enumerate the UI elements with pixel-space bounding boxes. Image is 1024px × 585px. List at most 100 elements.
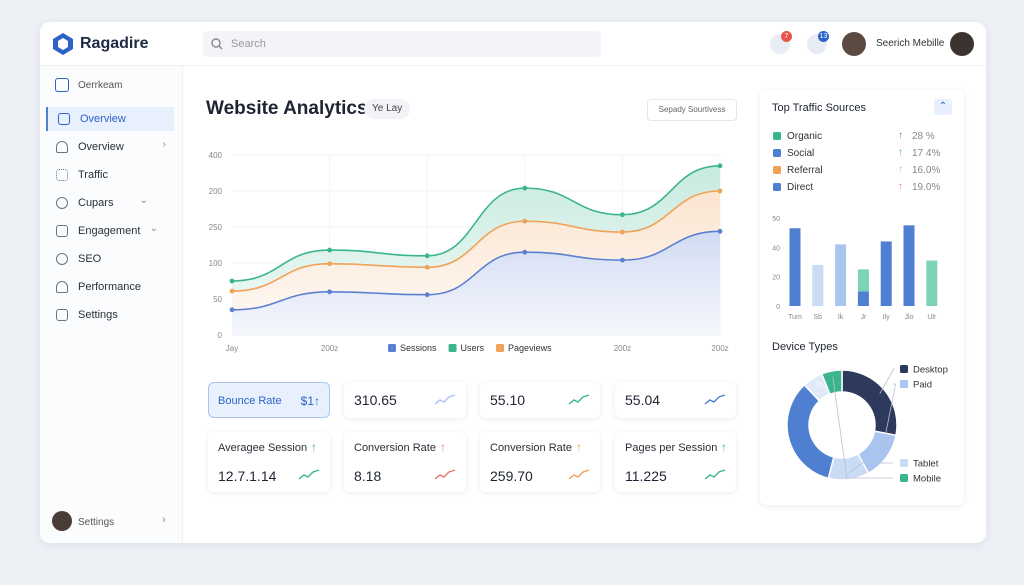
leader-line [881, 383, 897, 454]
nav-label: Overview [78, 141, 124, 153]
legend-label: Users [461, 343, 485, 353]
notification-button[interactable]: 7 [770, 31, 792, 54]
nav-item[interactable]: Traffic [46, 163, 174, 187]
leader-line [847, 462, 893, 474]
y-tick-label: 250 [209, 223, 223, 232]
legend-label: Sessions [400, 343, 437, 353]
x-tick-label: Jr [860, 314, 867, 321]
stat-card[interactable]: Conversion Rate ↑ 259.70 [480, 432, 600, 492]
avatar[interactable] [950, 32, 974, 56]
section-label: Oerrkeam [78, 80, 123, 91]
x-tick-label: Jay [226, 344, 238, 353]
donut-chart: Desktop Paid Tablet Mobile 7¼ [786, 365, 948, 485]
bar-chart: 0 20 40 50 Tum Sb Ik Jr Ily Jlo Ulr [772, 216, 938, 321]
nav-item[interactable]: Performance [46, 275, 174, 299]
source-change: 16.0% [912, 165, 941, 176]
legend-label: Paid [913, 380, 932, 391]
trend-arrow: ↑ [898, 181, 903, 192]
bar [789, 228, 801, 306]
bar [903, 225, 915, 306]
nav-item[interactable]: Settings [46, 303, 174, 327]
stat-value: 55.10 [490, 392, 526, 408]
stat-value: 11.225 [625, 468, 667, 484]
avatar[interactable] [842, 32, 866, 56]
nav-item[interactable]: Overview › [46, 135, 174, 159]
point [522, 249, 528, 255]
nav-item[interactable]: Engagement ⌄ [46, 219, 174, 243]
top-bar: Ragadire Search 7 13 Seerich Mebille [40, 22, 986, 66]
point [424, 253, 430, 259]
nav-label: Cupars [78, 197, 114, 209]
footer-settings[interactable]: Settings [78, 517, 115, 528]
legend-swatch [773, 183, 781, 191]
x-tick-label: Tum [788, 314, 802, 321]
action-button[interactable]: Sepady Sourtivess [647, 99, 737, 121]
message-button[interactable]: 13 [807, 31, 829, 54]
panel-title: Top Traffic Sources [772, 102, 866, 114]
annotation: 7¼ [816, 381, 827, 390]
stat-card[interactable]: 310.65 [344, 382, 466, 418]
line [231, 190, 721, 292]
x-tick-label: Ik [838, 314, 844, 321]
range-pill[interactable]: Ye Lay [364, 99, 411, 119]
stat-label: Averagee Session [218, 442, 308, 454]
x-tick-label: Ily [883, 314, 891, 321]
y-tick-label: 20 [772, 275, 780, 282]
legend-label: Tablet [913, 459, 939, 470]
brand: Ragadire [80, 35, 149, 52]
x-tick-label: Sb [814, 314, 823, 321]
bar [857, 291, 869, 306]
y-tick-label: 40 [772, 245, 780, 252]
y-tick-label: 50 [213, 295, 222, 304]
stat-card[interactable]: 55.04 [615, 382, 736, 418]
x-tick-label: Jlo [905, 314, 914, 321]
bar [926, 260, 938, 306]
sparkline-path [434, 469, 456, 480]
nav-label: Engagement [78, 225, 141, 237]
stat-label: Pages per Session [625, 442, 718, 454]
sparkline [704, 469, 726, 480]
stat-value: 12.7.1.14 [218, 468, 277, 484]
leader-line [879, 368, 895, 394]
legend-swatch [773, 166, 781, 174]
legend-swatch [900, 380, 908, 388]
sparkline-path [434, 394, 456, 405]
x-tick-label: Ulr [927, 314, 937, 321]
search-box[interactable]: Search [203, 31, 601, 57]
sparkline [704, 394, 726, 405]
user-name: Seerich Mebille [876, 38, 945, 49]
trend-arrow: ↑ [440, 440, 446, 454]
point [424, 264, 430, 270]
trend-arrow: ↑ [898, 147, 903, 158]
legend-swatch [900, 459, 908, 467]
chevron: › [162, 514, 166, 526]
badge: 13 [818, 31, 829, 42]
nav-item[interactable]: Overview [46, 107, 174, 131]
search-placeholder: Search [231, 38, 266, 50]
stat-card[interactable]: Bounce Rate $1↑ [208, 382, 330, 418]
stat-value: 55.04 [625, 392, 661, 408]
nav-label: Overview [80, 113, 126, 125]
stat-label: Bounce Rate [218, 395, 282, 407]
point [717, 163, 723, 169]
stat-card[interactable]: Conversion Rate ↑ 8.18 [344, 432, 466, 492]
bar [880, 241, 892, 306]
source-change: 19.0% [912, 182, 941, 193]
stat-card[interactable]: Pages per Session ↑ 11.225 [615, 432, 736, 492]
nav-item[interactable]: SEO [46, 247, 174, 271]
legend-label: Mobile [913, 474, 941, 485]
line [231, 165, 721, 282]
y-tick-label: 200 [209, 187, 223, 196]
nav-item[interactable]: Cupars ⌄ [46, 191, 174, 215]
point [620, 257, 625, 263]
y-tick-label: 100 [209, 259, 223, 268]
collapse-button[interactable]: ⌃ [934, 99, 952, 115]
sparkline-path [298, 469, 320, 480]
point [522, 218, 528, 224]
point [717, 188, 723, 194]
stat-card[interactable]: 55.10 [480, 382, 600, 418]
source-name: Social [787, 148, 815, 159]
stat-value: 8.18 [354, 468, 382, 484]
point [620, 212, 625, 218]
stat-card[interactable]: Averagee Session ↑ 12.7.1.14 [208, 432, 330, 492]
